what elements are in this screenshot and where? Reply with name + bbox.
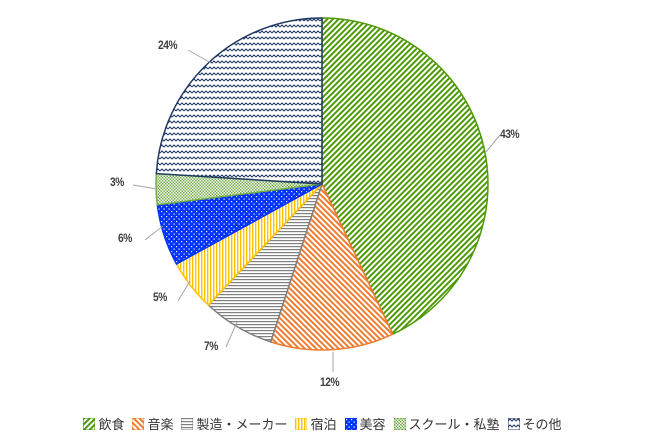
legend-label: 製造・メーカー [196, 418, 288, 433]
data-label-food: 43% [500, 127, 520, 141]
legend-item-hotel[interactable]: 宿泊 [295, 414, 337, 433]
legend-item-music[interactable]: 音楽 [132, 414, 173, 433]
legend-item-food[interactable]: 飲食 [83, 414, 124, 433]
legend: 飲食 音楽 製造・メーカー 宿泊 美容 スクール・私塾 その他 [0, 414, 645, 433]
music-swatch-icon [132, 417, 145, 430]
food-swatch-icon [83, 417, 96, 430]
slice-other[interactable] [155, 17, 323, 185]
legend-label: スクール・私塾 [408, 418, 500, 433]
slice-music[interactable] [269, 181, 394, 351]
other-swatch-icon [507, 417, 520, 430]
beauty-swatch-icon [344, 417, 357, 430]
data-label-music: 12% [320, 375, 340, 389]
slice-food[interactable] [321, 17, 489, 336]
leader-line [225, 321, 238, 348]
data-label-beauty: 6% [118, 231, 132, 245]
leader-line [144, 225, 164, 241]
legend-item-other[interactable]: その他 [507, 414, 562, 433]
legend-item-school[interactable]: スクール・私塾 [393, 414, 500, 433]
legend-label: 音楽 [147, 418, 174, 433]
data-label-other: 24% [158, 38, 178, 52]
hotel-swatch-icon [295, 417, 308, 430]
manufacturing-swatch-icon [181, 417, 194, 430]
data-label-school: 3% [110, 175, 124, 189]
legend-label: 美容 [359, 418, 386, 433]
data-label-manufacturing: 7% [204, 339, 218, 353]
legend-label: 宿泊 [310, 418, 337, 433]
leader-line [187, 49, 212, 64]
data-label-hotel: 5% [153, 290, 167, 304]
leader-line [485, 134, 501, 153]
leader-line [177, 280, 191, 302]
legend-item-beauty[interactable]: 美容 [344, 414, 386, 433]
legend-item-manufacturing[interactable]: 製造・メーカー [181, 414, 287, 433]
leader-line [132, 184, 158, 190]
legend-label: その他 [522, 418, 562, 433]
school-swatch-icon [393, 417, 406, 430]
legend-label: 飲食 [98, 418, 125, 433]
